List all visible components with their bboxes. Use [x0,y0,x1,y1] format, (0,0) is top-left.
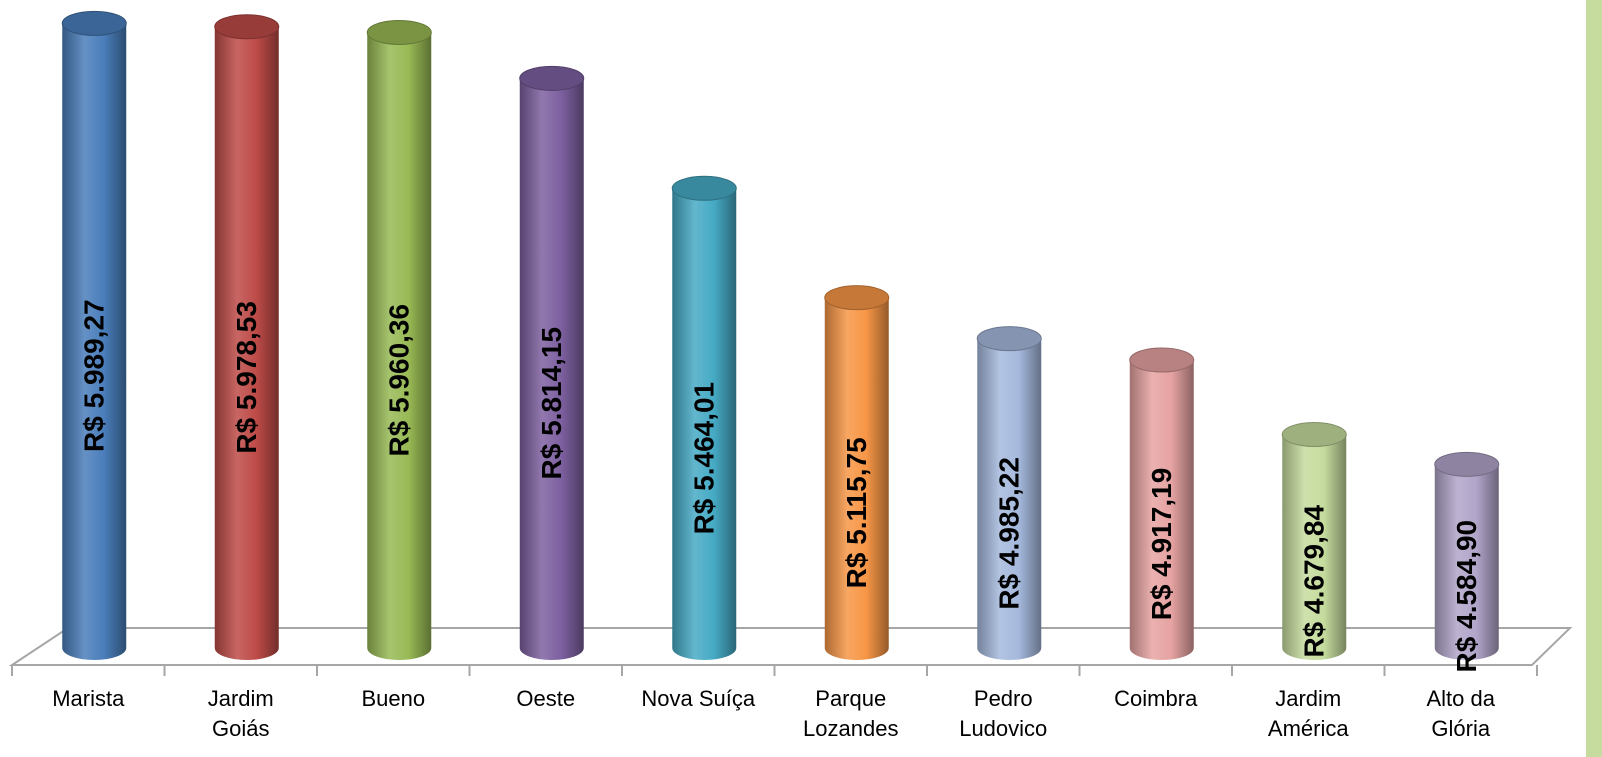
category-label: Goiás [212,716,269,741]
bar-body [1129,360,1194,660]
category-label: Bueno [361,686,425,711]
bar-top [214,14,280,40]
bar-1: R$ 5.978,53 [214,14,280,661]
category-label: Nova Suíça [641,686,755,711]
bar-6: R$ 4.985,22 [976,326,1042,660]
bar-top [1281,422,1347,448]
bar-data-label: R$ 4.679,84 [1298,505,1329,658]
category-label: Coimbra [1114,686,1198,711]
bar-body [1282,434,1347,660]
category-label: Pedro [974,686,1033,711]
bar-body [367,32,432,660]
bar-top [671,175,737,201]
category-label: Alto da [1427,686,1496,711]
bar-top [1434,451,1500,477]
category-label: América [1268,716,1349,741]
category-labels: Marista Jardim Goiás Bueno Oeste Nova Suíça Pa… [52,686,1496,741]
right-wall [1586,0,1602,757]
bars-group: R$ 5.989,27 R$ 5.978,53 R$ 5.960,36 R$ 5.81… [61,10,1500,673]
category-label: Jardim [1275,686,1341,711]
bar-7: R$ 4.917,19 [1129,347,1195,660]
bar-top [61,10,127,36]
category-label: Glória [1431,716,1490,741]
bar-top [824,285,890,311]
bar-data-label: R$ 5.115,75 [841,437,872,588]
category-label: Parque [815,686,886,711]
category-label: Oeste [516,686,575,711]
bar-body [977,338,1042,660]
bar-body [62,23,127,661]
bar-data-label: R$ 4.584,90 [1451,520,1482,673]
bar-body [672,188,737,661]
category-label: Jardim [208,686,274,711]
bar-data-label: R$ 5.464,01 [688,382,719,535]
bar-data-label: R$ 4.917,19 [1146,468,1177,621]
category-label: Lozandes [803,716,898,741]
bar-data-label: R$ 5.978,53 [231,301,262,454]
bar-data-label: R$ 5.989,27 [78,299,109,452]
bar-top [976,326,1042,352]
bar-data-label: R$ 4.985,22 [993,457,1024,610]
bar-body [214,26,279,661]
bar-data-label: R$ 5.960,36 [383,304,414,457]
bar-body [519,78,584,660]
category-label: Ludovico [959,716,1047,741]
bar-data-label: R$ 5.814,15 [536,327,567,480]
bar-top [519,65,585,91]
bar-top [366,19,432,45]
bar-0: R$ 5.989,27 [61,10,127,661]
bar-9: R$ 4.584,90 [1434,451,1500,673]
bar-body [824,297,889,660]
bar-5: R$ 5.115,75 [824,285,890,660]
bar-2: R$ 5.960,36 [366,19,432,660]
bar-4: R$ 5.464,01 [671,175,737,661]
bar-top [1129,347,1195,373]
bar-3: R$ 5.814,15 [519,65,585,660]
category-label: Marista [52,686,125,711]
bar-body [1434,464,1499,660]
bar-8: R$ 4.679,84 [1281,422,1347,660]
